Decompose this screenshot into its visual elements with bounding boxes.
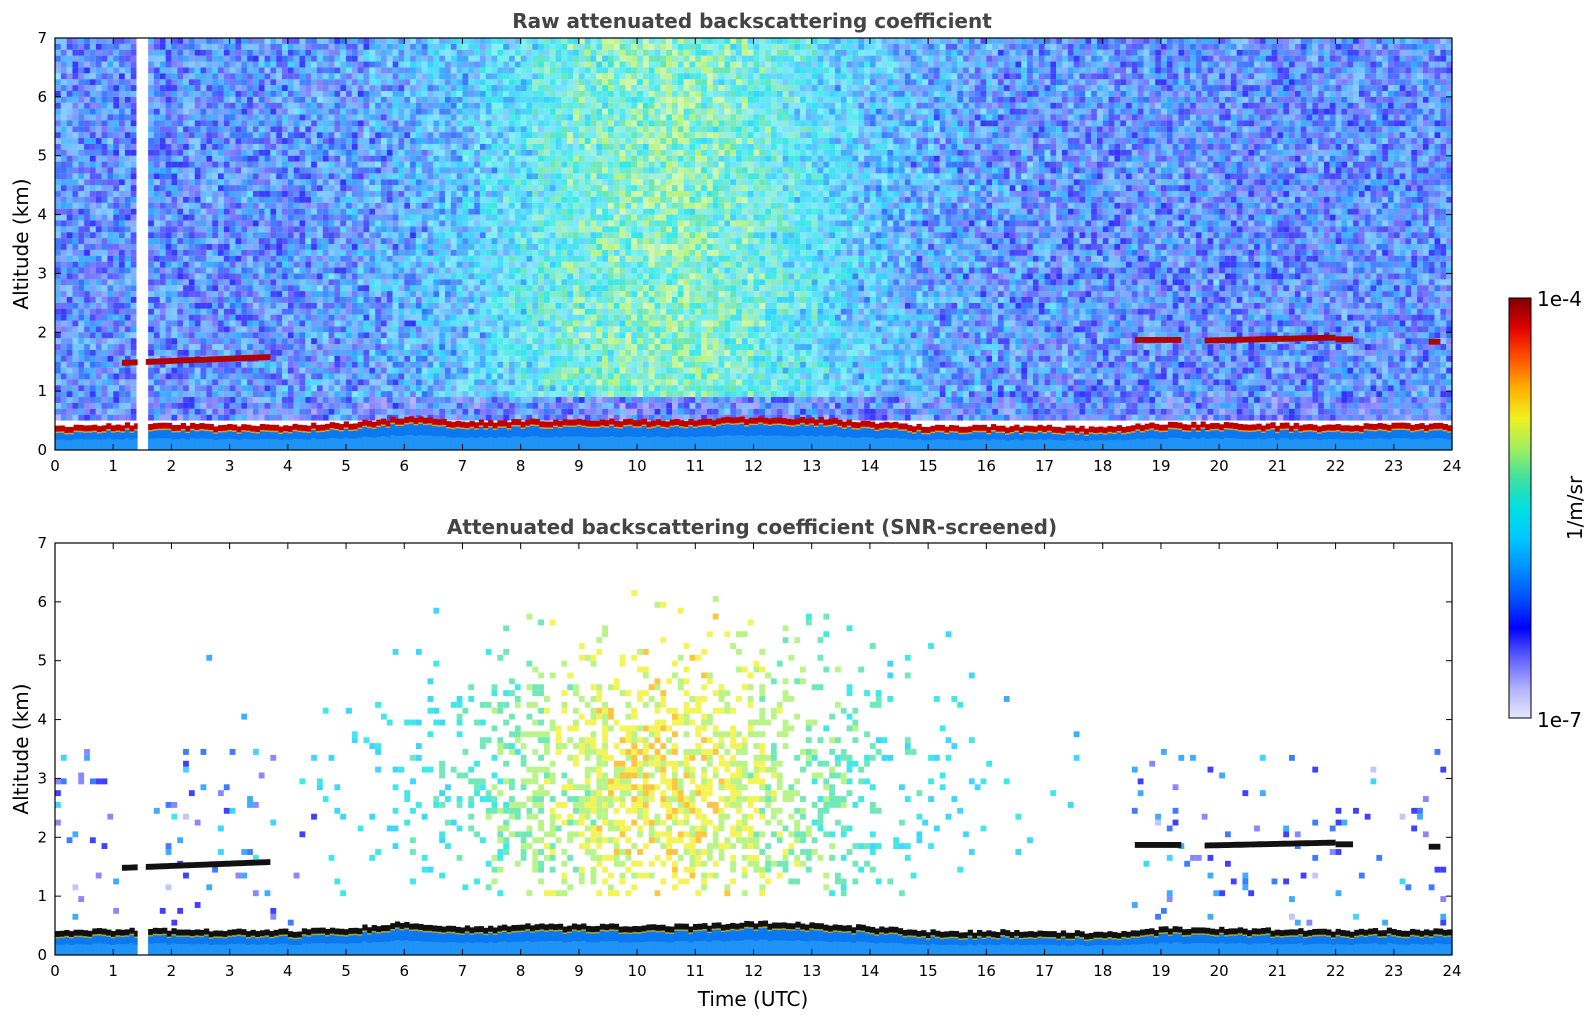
- colorbar: 1e-4 1e-7 1/m/sr: [1508, 287, 1587, 732]
- x-tick-label: 22: [1326, 457, 1345, 475]
- x-tick-label: 4: [283, 457, 293, 475]
- data-gap: [137, 543, 146, 955]
- axis-ticks-raw: 0 1 2 3 4 5 6 7 8 9 10 11 12 13 14 15 16 17 18 19 20 21 22 23 24…: [37, 29, 1461, 475]
- y-tick-label: 2: [37, 323, 47, 341]
- x-tick-label: 7: [458, 962, 468, 980]
- x-tick-label: 18: [1093, 457, 1112, 475]
- x-tick-label: 3: [225, 457, 235, 475]
- y-tick-label: 5: [37, 652, 47, 670]
- panel-title-raw: Raw attenuated backscattering coefficien…: [512, 9, 992, 33]
- cloud-layer-0: [121, 859, 271, 871]
- x-tick-label: 14: [860, 457, 879, 475]
- x-tick-label: 0: [50, 457, 60, 475]
- y-tick-label: 3: [37, 264, 47, 282]
- x-tick-label: 13: [802, 962, 821, 980]
- x-tick-label: 17: [1035, 457, 1054, 475]
- x-tick-label: 6: [399, 962, 409, 980]
- x-tick-label: 23: [1384, 962, 1403, 980]
- x-tick-label: 0: [50, 962, 60, 980]
- heatmap-raw: [55, 38, 1453, 450]
- x-tick-label: 6: [399, 457, 409, 475]
- heatmap-screened: [55, 543, 1453, 955]
- y-tick-label: 4: [37, 711, 47, 729]
- y-tick-label: 2: [37, 828, 47, 846]
- panel-title-screened: Attenuated backscattering coefficient (S…: [447, 515, 1057, 539]
- x-tick-label: 24: [1442, 962, 1461, 980]
- x-tick-label: 24: [1442, 457, 1461, 475]
- x-tick-label: 15: [919, 457, 938, 475]
- y-tick-label: 7: [37, 29, 47, 47]
- x-axis-label: Time (UTC): [697, 987, 809, 1011]
- x-tick-label: 5: [341, 457, 351, 475]
- y-tick-label: 7: [37, 534, 47, 552]
- x-tick-label: 8: [516, 962, 526, 980]
- x-tick-label: 23: [1384, 457, 1403, 475]
- colorbar-unit-label: 1/m/sr: [1563, 475, 1587, 540]
- x-tick-label: 7: [458, 457, 468, 475]
- axis-ticks-screened: 0 1 2 3 4 5 6 7 8 9 10 11 12 13 14 15 16 17 18 19 20 21 22 23 24…: [37, 534, 1461, 980]
- x-tick-label: 13: [802, 457, 821, 475]
- y-tick-label: 6: [37, 88, 47, 106]
- cloud-layer-2: [1204, 334, 1336, 344]
- x-tick-label: 19: [1151, 962, 1170, 980]
- y-tick-label: 1: [37, 382, 47, 400]
- heatmap-texture: [55, 38, 1452, 421]
- x-tick-label: 11: [686, 457, 705, 475]
- y-axis-label-screened: Altitude (km): [9, 683, 33, 814]
- x-tick-label: 12: [744, 962, 763, 980]
- x-tick-label: 2: [167, 457, 177, 475]
- cloud-layer-1: [1134, 842, 1182, 848]
- y-tick-label: 4: [37, 206, 47, 224]
- boundary-layer: [55, 920, 1453, 955]
- x-tick-label: 22: [1326, 962, 1345, 980]
- cloud-layer-4: [1428, 338, 1441, 345]
- x-tick-label: 17: [1035, 962, 1054, 980]
- x-tick-label: 16: [977, 457, 996, 475]
- x-tick-label: 4: [283, 962, 293, 980]
- x-tick-label: 10: [628, 457, 647, 475]
- x-tick-label: 16: [977, 962, 996, 980]
- x-tick-label: 19: [1151, 457, 1170, 475]
- x-tick-label: 2: [167, 962, 177, 980]
- x-tick-label: 11: [686, 962, 705, 980]
- x-tick-label: 18: [1093, 962, 1112, 980]
- x-tick-label: 1: [108, 457, 118, 475]
- heatmap-texture: [55, 590, 1447, 926]
- x-tick-label: 21: [1268, 962, 1287, 980]
- x-tick-label: 8: [516, 457, 526, 475]
- x-tick-label: 20: [1210, 457, 1229, 475]
- x-tick-label: 9: [574, 962, 584, 980]
- panel-raw: Raw attenuated backscattering coefficien…: [9, 9, 1462, 475]
- boundary-layer: [55, 416, 1453, 450]
- cloud-layer-1: [1134, 337, 1182, 343]
- y-tick-label: 0: [37, 946, 47, 964]
- cloud-layer-4: [1428, 843, 1441, 850]
- colorbar-scale: [1508, 297, 1532, 719]
- x-tick-label: 3: [225, 962, 235, 980]
- x-tick-label: 5: [341, 962, 351, 980]
- x-tick-label: 14: [860, 962, 879, 980]
- data-gap: [137, 38, 146, 450]
- panel-screened: Attenuated backscattering coefficient (S…: [9, 515, 1462, 1011]
- y-tick-label: 0: [37, 441, 47, 459]
- x-tick-label: 12: [744, 457, 763, 475]
- colorbar-min-label: 1e-7: [1537, 708, 1582, 732]
- y-tick-label: 5: [37, 147, 47, 165]
- x-tick-label: 1: [108, 962, 118, 980]
- cloud-layer-2: [1204, 839, 1336, 849]
- colorbar-max-label: 1e-4: [1537, 287, 1582, 311]
- y-axis-label-raw: Altitude (km): [9, 178, 33, 309]
- cloud-layer-3: [1335, 336, 1353, 343]
- x-tick-label: 21: [1268, 457, 1287, 475]
- cloud-layer-3: [1335, 841, 1353, 848]
- x-tick-label: 10: [628, 962, 647, 980]
- y-tick-label: 3: [37, 769, 47, 787]
- y-tick-label: 6: [37, 593, 47, 611]
- x-tick-label: 9: [574, 457, 584, 475]
- cloud-layer-0: [121, 354, 271, 366]
- x-tick-label: 15: [919, 962, 938, 980]
- y-tick-label: 1: [37, 887, 47, 905]
- x-tick-label: 20: [1210, 962, 1229, 980]
